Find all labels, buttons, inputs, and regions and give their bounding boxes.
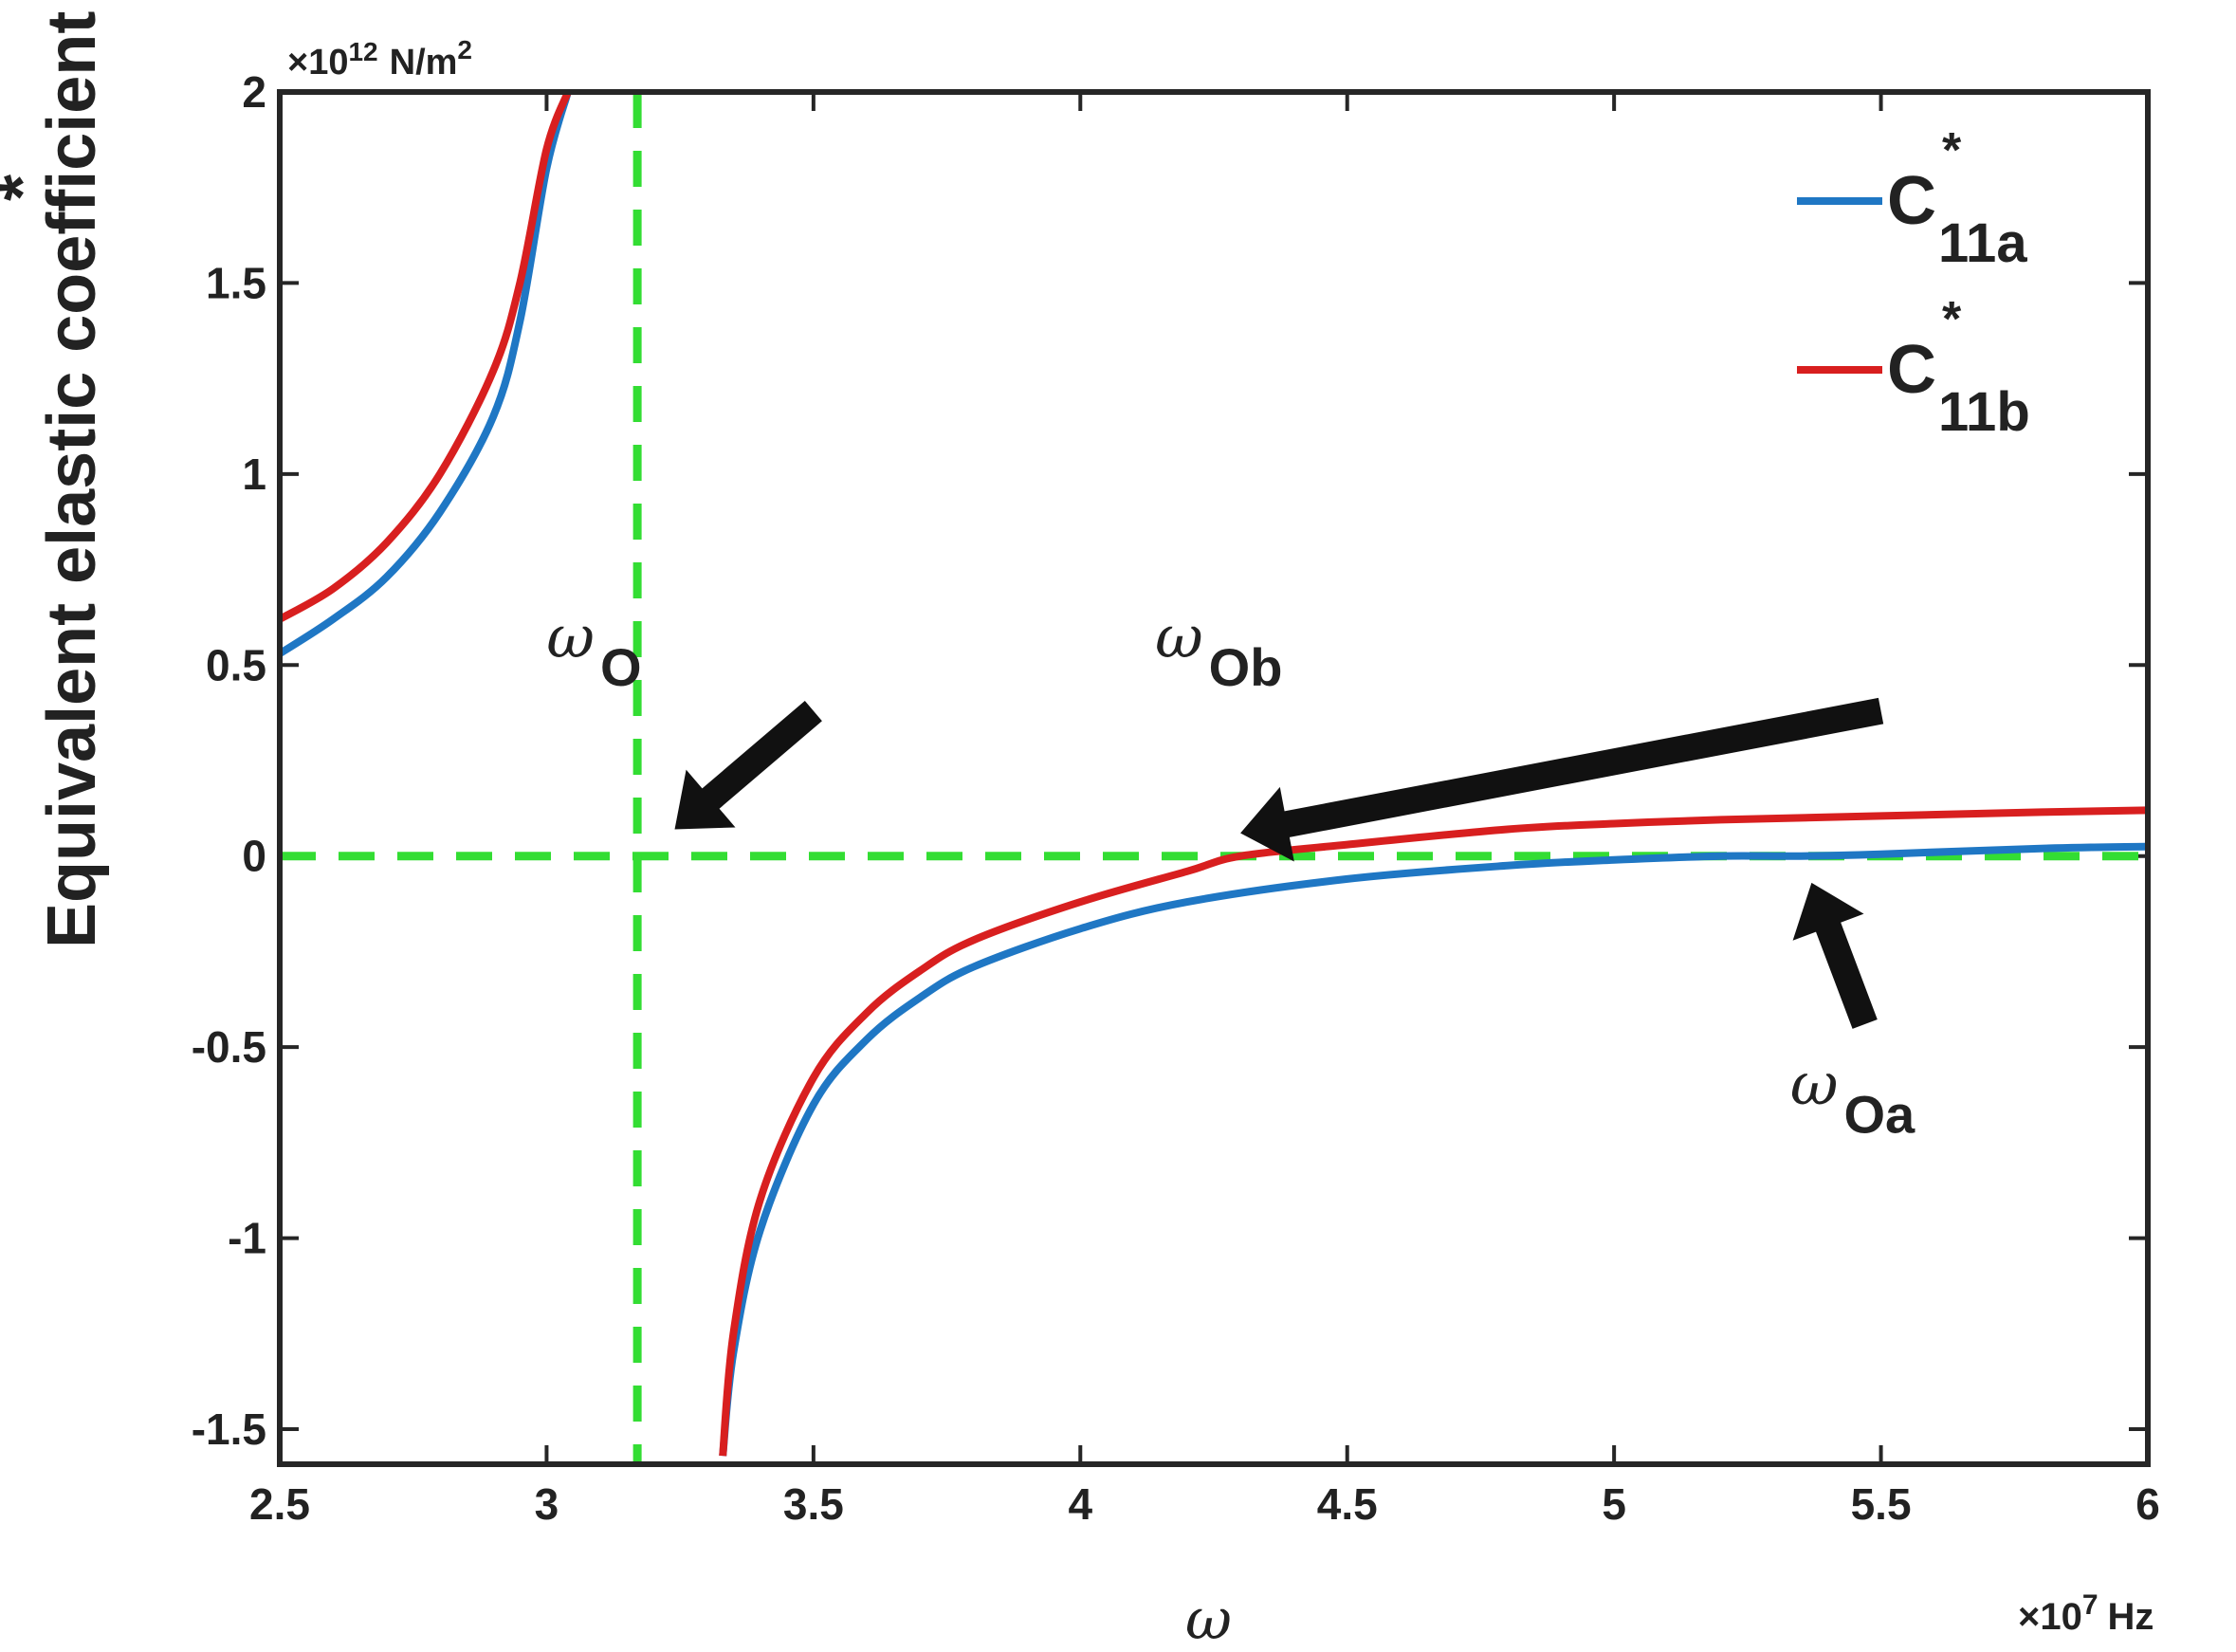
x-tick-label: 4.5 (1317, 1479, 1378, 1529)
omega-ob-label: ω Ob (1155, 602, 1282, 697)
y-multiplier: ×1012 N/m2 (287, 35, 472, 83)
x-tick-label: 4 (1068, 1479, 1092, 1529)
x-tick-label: 3.5 (783, 1479, 844, 1529)
x-multiplier: ×107 Hz (2018, 1589, 2154, 1638)
omega-oa-label: ω Oa (1790, 1050, 1915, 1145)
x-axis-label: ω (1185, 1587, 1232, 1652)
x-tick-label: 5.5 (1851, 1479, 1912, 1529)
y-tick-label: 1.5 (206, 258, 266, 307)
omega-o-arrow (674, 701, 822, 830)
y-axis-label-main: Equivalent elastic coefficient C (34, 0, 110, 948)
y-tick-label: 0.5 (206, 640, 266, 689)
y-tick-label: 1 (242, 450, 266, 499)
axis-ticks: 2.5 3 3.5 4 4.5 5 5.5 6 -1.5 -1 -0.5 0 0.5 1 1.5 2 (192, 67, 2160, 1529)
y-axis-label: Equivalent elastic coefficient C11 * (0, 0, 127, 948)
annotations: ω O ω Ob ω Oa (546, 602, 1915, 1144)
x-tick-label: 2.5 (249, 1479, 310, 1529)
y-tick-label: -1 (228, 1214, 266, 1263)
x-tick-label: 3 (535, 1479, 559, 1529)
legend-label-c11a: C11a (1887, 163, 2027, 274)
y-tick-label: 0 (242, 832, 266, 881)
y-axis-label-sup: * (0, 174, 61, 201)
svg-text:Equivalent elastic coefficient: Equivalent elastic coefficient C11 (34, 0, 127, 948)
series-line-11a-branch-2 (719, 842, 2148, 1457)
series-layer (280, 92, 2148, 1457)
x-tick-label: 5 (1602, 1479, 1626, 1529)
series-line-11a-branch-1 (280, 92, 572, 657)
x-tick-label: 6 (2135, 1479, 2160, 1529)
legend-sup-c11a: * (1942, 123, 1962, 178)
legend-label-c11b: C11b (1887, 332, 2030, 443)
legend-sup-c11b: * (1942, 292, 1962, 347)
y-tick-label: 2 (242, 67, 266, 117)
y-tick-label: -0.5 (192, 1022, 266, 1072)
omega-oa-arrow (1792, 882, 1878, 1029)
omega-ob-arrow (1240, 697, 1884, 862)
legend: C11a * C11b * (1797, 123, 2030, 443)
series-line-11b-branch-1 (280, 92, 572, 623)
y-tick-label: -1.5 (192, 1404, 266, 1454)
guide-lines (280, 92, 2148, 1464)
series-line-11b-branch-2 (719, 806, 2148, 1457)
plot-frame (277, 89, 2151, 1467)
